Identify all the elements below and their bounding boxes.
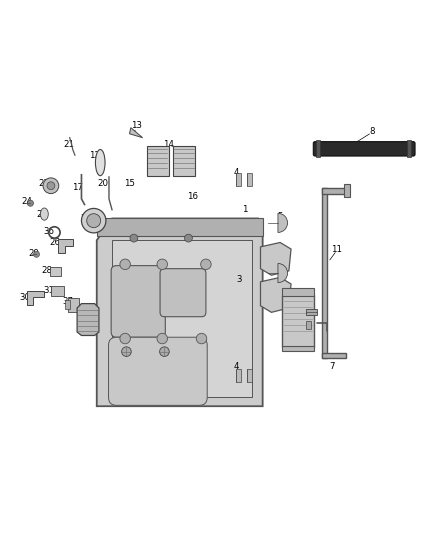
Circle shape — [43, 178, 59, 193]
Bar — [236, 369, 241, 382]
Text: 12: 12 — [89, 151, 100, 160]
Text: 32: 32 — [126, 347, 137, 356]
Text: 13: 13 — [131, 122, 141, 131]
Polygon shape — [130, 128, 143, 138]
Text: 36: 36 — [43, 227, 54, 236]
Circle shape — [33, 251, 39, 257]
Text: 7: 7 — [330, 362, 335, 372]
Text: 5: 5 — [277, 212, 283, 221]
Polygon shape — [261, 243, 291, 275]
Bar — [316, 140, 320, 157]
Bar — [147, 147, 169, 176]
Bar — [283, 288, 314, 296]
Text: 4: 4 — [234, 362, 239, 372]
Wedge shape — [278, 263, 288, 282]
Text: 21: 21 — [63, 140, 74, 149]
Text: 35: 35 — [292, 327, 303, 336]
Text: 8: 8 — [369, 127, 374, 136]
Bar — [344, 183, 350, 197]
Circle shape — [159, 347, 169, 357]
Bar — [97, 219, 263, 236]
Bar — [407, 140, 411, 157]
FancyBboxPatch shape — [313, 142, 415, 156]
Circle shape — [184, 234, 192, 242]
Circle shape — [27, 200, 33, 206]
Bar — [51, 286, 64, 296]
Text: 28: 28 — [41, 266, 52, 276]
Circle shape — [130, 234, 138, 242]
Circle shape — [201, 259, 211, 270]
FancyBboxPatch shape — [111, 265, 165, 337]
Bar — [283, 346, 314, 351]
Text: 23: 23 — [37, 209, 48, 219]
Circle shape — [81, 208, 106, 233]
Text: 5: 5 — [277, 266, 283, 276]
Bar — [236, 173, 241, 185]
Text: 20: 20 — [98, 179, 109, 188]
Bar — [306, 321, 311, 329]
Text: 6: 6 — [308, 341, 314, 350]
Bar — [247, 173, 252, 185]
Circle shape — [196, 333, 207, 344]
Circle shape — [47, 182, 55, 190]
Circle shape — [120, 333, 131, 344]
Text: 24: 24 — [21, 197, 32, 206]
Polygon shape — [97, 219, 263, 406]
Bar — [112, 240, 252, 398]
Bar — [68, 298, 79, 312]
Polygon shape — [58, 239, 73, 253]
FancyBboxPatch shape — [160, 269, 206, 317]
Bar — [173, 147, 195, 176]
Text: 37: 37 — [63, 297, 74, 306]
Polygon shape — [77, 304, 99, 335]
Text: 29: 29 — [28, 249, 39, 258]
Text: 14: 14 — [163, 140, 174, 149]
Polygon shape — [27, 291, 44, 305]
Text: 11: 11 — [332, 245, 343, 254]
Text: 15: 15 — [124, 179, 135, 188]
Bar — [306, 309, 317, 314]
Circle shape — [157, 333, 167, 344]
Ellipse shape — [40, 208, 48, 220]
Bar — [247, 369, 252, 382]
Text: 34: 34 — [301, 305, 312, 314]
Bar — [321, 188, 346, 193]
Text: 3: 3 — [236, 275, 241, 284]
Circle shape — [157, 259, 167, 270]
Bar — [321, 188, 327, 358]
Text: 17: 17 — [71, 183, 83, 192]
Bar — [65, 300, 70, 309]
Ellipse shape — [95, 149, 105, 176]
Text: 30: 30 — [19, 293, 30, 302]
Polygon shape — [261, 277, 291, 312]
FancyBboxPatch shape — [109, 337, 207, 405]
Text: 25: 25 — [80, 214, 92, 223]
Circle shape — [122, 347, 131, 357]
Text: 27: 27 — [80, 325, 92, 334]
Bar — [50, 266, 61, 276]
Circle shape — [87, 214, 101, 228]
Text: 22: 22 — [39, 179, 50, 188]
Text: 26: 26 — [50, 238, 61, 247]
Bar — [283, 295, 314, 348]
Wedge shape — [278, 213, 288, 232]
Text: 4: 4 — [234, 168, 239, 177]
Bar — [321, 352, 346, 358]
Circle shape — [120, 259, 131, 270]
Text: 1: 1 — [243, 205, 248, 214]
Text: 31: 31 — [43, 286, 54, 295]
Text: 16: 16 — [187, 192, 198, 201]
